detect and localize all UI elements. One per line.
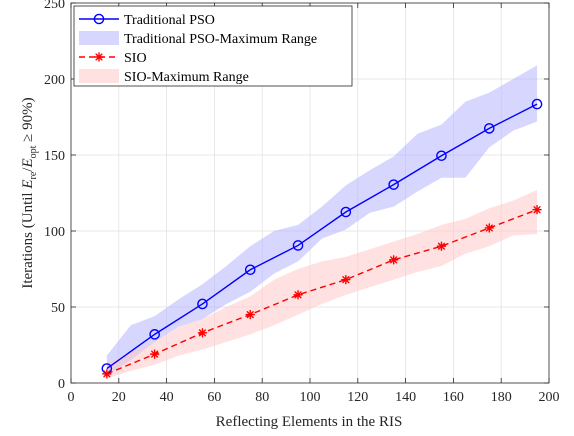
y-axis-title-slash: / <box>20 167 36 172</box>
data-point-sio-195 <box>532 205 542 215</box>
legend-item-sio: SIO <box>79 51 147 66</box>
series-markers <box>101 98 543 379</box>
data-point-pso-115 <box>340 206 352 218</box>
legend-label-pso-range: Traditional PSO-Maximum Range <box>124 32 317 47</box>
data-point-pso-135 <box>388 179 399 190</box>
x-tick-label-120: 120 <box>347 390 368 405</box>
legend-label-sio: SIO <box>124 51 147 66</box>
y-axis-title-symbol-e2: E <box>20 158 36 168</box>
legend-item-sio-range: SIO-Maximum Range <box>79 69 249 85</box>
y-tick-label-50: 50 <box>51 301 65 316</box>
data-point-pso-55 <box>197 298 208 310</box>
range-band-pso <box>106 65 538 376</box>
data-point-pso-155 <box>436 150 447 162</box>
range-band-sio <box>106 189 538 379</box>
x-tick-label-80: 80 <box>255 390 269 405</box>
series-line-sio <box>106 209 538 375</box>
x-axis-title: Reflecting Elements in the RIS <box>216 414 403 430</box>
y-axis-title-prefix: Iterations (Until <box>20 189 36 289</box>
x-tick-label-40: 40 <box>160 390 174 405</box>
legend-swatch-sio-range <box>79 69 119 83</box>
data-point-sio-115 <box>341 274 351 285</box>
y-axis-title-symbol-e1: E <box>20 179 36 189</box>
x-tick-label-180: 180 <box>491 390 512 405</box>
data-point-sio-155 <box>436 241 447 251</box>
legend-swatch-pso-range <box>79 31 119 45</box>
data-point-sio-135 <box>388 255 399 265</box>
y-tick-label-150: 150 <box>44 149 65 164</box>
axis-tick-labels: 0 20 40 60 80 100 120 140 160 180 200 0 50 100 150 200 2… <box>44 0 560 405</box>
data-point-pso-95 <box>292 240 304 251</box>
legend-label-pso: Traditional PSO <box>124 13 215 28</box>
data-point-pso-175 <box>483 123 495 134</box>
x-tick-label-100: 100 <box>300 390 321 405</box>
legend-marker-sio <box>94 52 104 62</box>
y-axis-title-sub2: opt <box>28 145 39 158</box>
y-axis-title-sub1: re <box>28 171 39 179</box>
y-tick-label-200: 200 <box>44 73 65 88</box>
legend: Traditional PSO Traditional PSO-Maximum R… <box>73 5 353 87</box>
series-lines <box>106 103 538 375</box>
y-axis-title: Iterations (Until Ere/Eopt ≥ 90%) <box>20 97 39 288</box>
y-tick-label-250: 250 <box>44 0 65 12</box>
x-tick-label-140: 140 <box>395 390 416 405</box>
data-point-pso-75 <box>244 264 256 276</box>
legend-item-pso-range: Traditional PSO-Maximum Range <box>79 31 317 47</box>
y-tick-label-100: 100 <box>44 225 65 240</box>
data-point-sio-75 <box>245 309 255 320</box>
x-tick-label-0: 0 <box>68 390 75 405</box>
range-bands <box>106 65 538 379</box>
x-tick-label-160: 160 <box>443 390 464 405</box>
y-tick-label-0: 0 <box>58 377 65 392</box>
x-tick-label-200: 200 <box>539 390 560 405</box>
data-point-sio-55 <box>197 328 208 338</box>
series-line-pso <box>106 103 538 370</box>
legend-label-sio-range: SIO-Maximum Range <box>124 70 249 85</box>
data-point-sio-15 <box>102 369 112 379</box>
data-point-sio-95 <box>293 290 303 300</box>
legend-box <box>73 5 353 87</box>
legend-entries: Traditional PSO Traditional PSO-Maximum R… <box>79 13 317 85</box>
y-axis-title-suffix: ≥ 90%) <box>20 97 36 145</box>
data-point-sio-35 <box>149 349 160 359</box>
legend-item-pso: Traditional PSO <box>79 13 215 28</box>
x-tick-label-20: 20 <box>112 390 126 405</box>
data-point-pso-195 <box>531 98 543 110</box>
legend-marker-pso <box>93 13 105 25</box>
data-point-sio-175 <box>484 223 494 233</box>
data-point-pso-35 <box>149 329 160 340</box>
x-tick-label-60: 60 <box>207 390 221 405</box>
